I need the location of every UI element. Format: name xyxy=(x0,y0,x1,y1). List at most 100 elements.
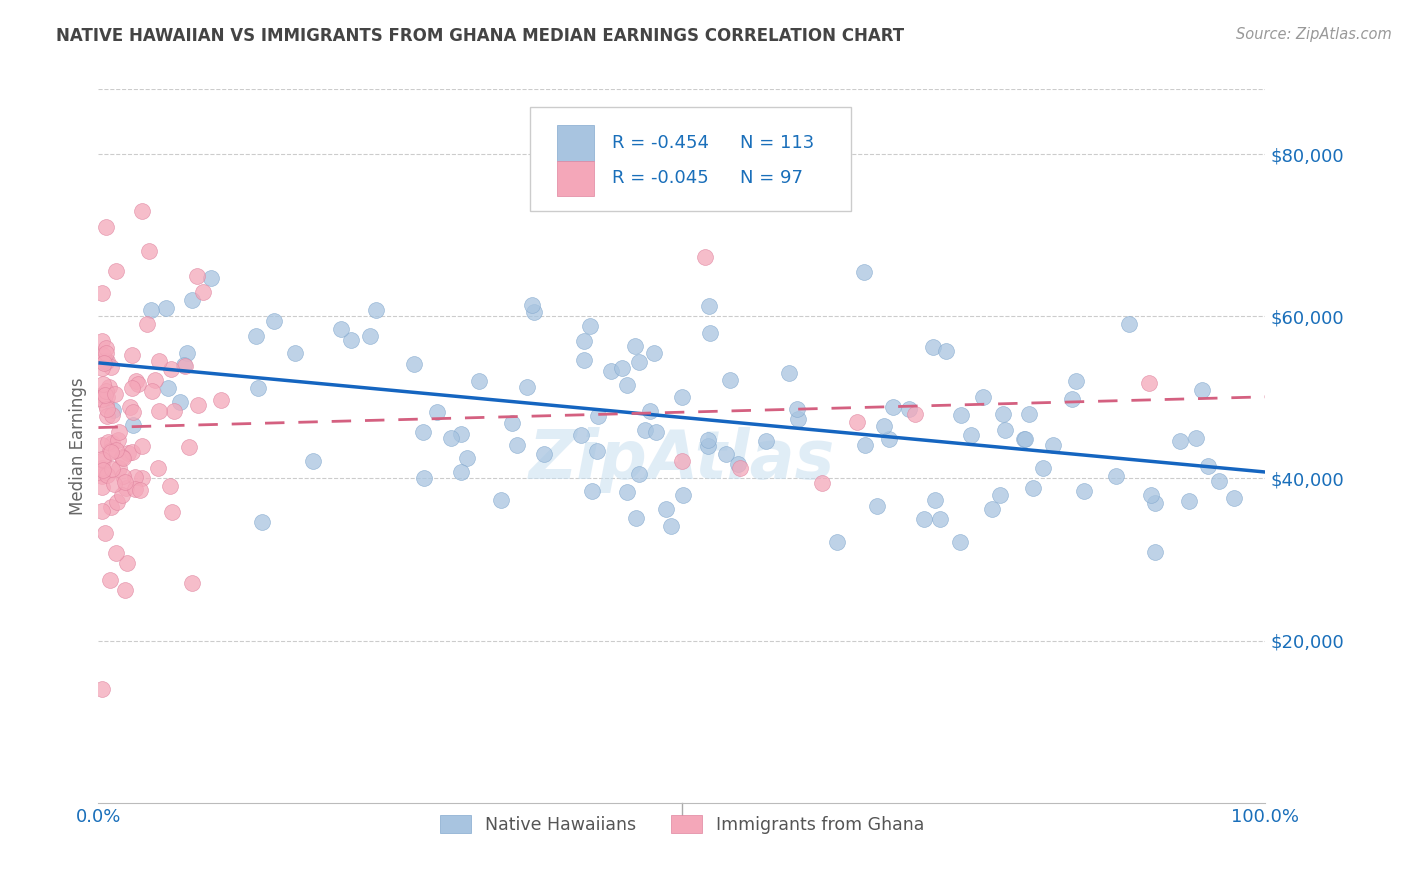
Point xyxy=(141,302,163,317)
Point xyxy=(572,334,595,348)
Point xyxy=(186,268,208,283)
Point xyxy=(107,495,129,509)
Point xyxy=(988,488,1011,502)
Point xyxy=(450,465,472,479)
Point xyxy=(163,404,186,418)
Point xyxy=(696,434,718,448)
Point xyxy=(104,387,127,401)
Point xyxy=(1032,461,1054,475)
Point xyxy=(993,407,1015,421)
Point xyxy=(96,220,118,235)
Point xyxy=(90,334,112,348)
Text: R = -0.045: R = -0.045 xyxy=(612,169,709,187)
Point xyxy=(852,265,875,279)
Point xyxy=(904,407,927,421)
Point xyxy=(159,479,181,493)
Point xyxy=(263,313,285,327)
Point xyxy=(846,415,869,429)
Point xyxy=(1014,432,1036,446)
Point xyxy=(697,439,720,453)
Point xyxy=(897,402,920,417)
Point xyxy=(659,518,682,533)
Point xyxy=(160,362,183,376)
Point xyxy=(91,453,114,467)
Point xyxy=(100,500,122,514)
Point xyxy=(252,515,274,529)
Point xyxy=(107,425,129,439)
Point xyxy=(121,381,143,395)
Text: R = -0.454: R = -0.454 xyxy=(612,134,709,152)
Point xyxy=(111,488,134,502)
Point xyxy=(825,535,848,549)
Point xyxy=(91,376,114,391)
Point xyxy=(426,405,449,419)
Point xyxy=(105,442,128,457)
Point xyxy=(96,402,118,417)
Point xyxy=(412,471,434,485)
Point xyxy=(96,409,118,424)
Point xyxy=(922,340,945,354)
Point xyxy=(98,573,121,587)
Point xyxy=(90,503,112,517)
Point xyxy=(699,326,721,340)
Point xyxy=(1042,437,1064,451)
FancyBboxPatch shape xyxy=(530,107,851,211)
Point xyxy=(1185,432,1208,446)
Point xyxy=(181,293,204,307)
Point xyxy=(122,404,145,418)
Point xyxy=(571,427,593,442)
Point xyxy=(1073,484,1095,499)
Point xyxy=(125,374,148,388)
Point xyxy=(114,482,136,496)
Point xyxy=(450,427,472,442)
Point xyxy=(100,445,122,459)
Point xyxy=(644,425,666,440)
Point xyxy=(90,461,112,475)
Point xyxy=(138,244,160,259)
Point xyxy=(981,502,1004,516)
Point xyxy=(638,404,661,418)
Point xyxy=(755,434,778,449)
Point xyxy=(90,466,112,480)
Point xyxy=(929,512,952,526)
Point xyxy=(949,534,972,549)
Point xyxy=(100,360,122,375)
Point xyxy=(111,451,134,466)
Point xyxy=(90,392,112,406)
Point xyxy=(1062,392,1084,406)
Text: ZipAtlas: ZipAtlas xyxy=(529,427,835,493)
Point xyxy=(489,493,512,508)
Point xyxy=(179,440,201,454)
Point xyxy=(520,298,543,312)
Point xyxy=(628,467,651,482)
Point xyxy=(122,417,145,432)
Point xyxy=(91,361,114,376)
Point xyxy=(94,355,117,369)
Point xyxy=(1022,481,1045,495)
Point xyxy=(141,384,163,399)
Point xyxy=(616,484,638,499)
Point xyxy=(117,445,139,459)
Point xyxy=(148,461,170,475)
Point xyxy=(94,341,117,355)
Point xyxy=(148,404,170,418)
Point xyxy=(96,346,118,360)
Point xyxy=(359,328,381,343)
Point xyxy=(91,353,114,368)
Legend: Native Hawaiians, Immigrants from Ghana: Native Hawaiians, Immigrants from Ghana xyxy=(433,808,931,840)
Point xyxy=(103,476,125,491)
Point xyxy=(950,408,973,422)
Point xyxy=(523,304,546,318)
Point xyxy=(100,461,122,475)
Point xyxy=(671,454,693,468)
Point xyxy=(440,431,463,445)
Point xyxy=(586,443,609,458)
Text: N = 97: N = 97 xyxy=(741,169,803,187)
Point xyxy=(121,445,143,459)
Point xyxy=(121,348,143,362)
Point xyxy=(786,401,808,416)
Point xyxy=(90,285,112,300)
Point xyxy=(873,419,896,434)
Point xyxy=(718,373,741,387)
Point xyxy=(643,346,665,360)
